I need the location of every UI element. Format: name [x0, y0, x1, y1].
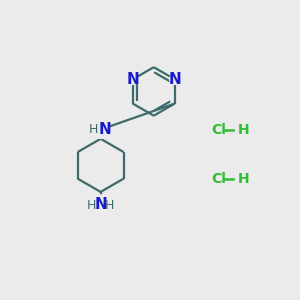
Text: Cl: Cl — [212, 172, 226, 186]
Text: H: H — [87, 199, 97, 212]
Text: N: N — [126, 72, 139, 87]
Text: N: N — [94, 197, 107, 212]
Circle shape — [92, 121, 110, 138]
Circle shape — [170, 74, 180, 84]
Circle shape — [91, 195, 110, 214]
Text: Cl: Cl — [212, 123, 226, 136]
Text: H: H — [238, 123, 250, 136]
Text: H: H — [105, 199, 114, 212]
Text: N: N — [168, 72, 181, 87]
Circle shape — [128, 74, 138, 84]
Text: H: H — [238, 172, 250, 186]
Text: H: H — [89, 123, 98, 136]
Text: N: N — [98, 122, 111, 137]
